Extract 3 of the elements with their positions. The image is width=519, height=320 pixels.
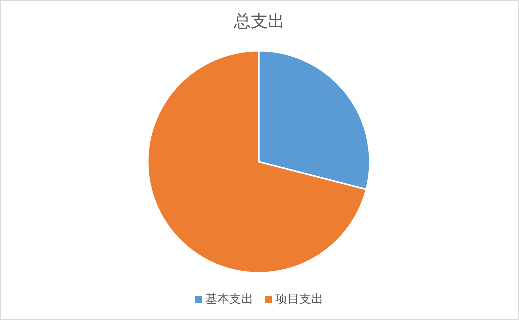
- chart-title: 总支出: [233, 12, 285, 32]
- legend-label: 项目支出: [276, 292, 324, 306]
- legend-label: 基本支出: [206, 292, 254, 306]
